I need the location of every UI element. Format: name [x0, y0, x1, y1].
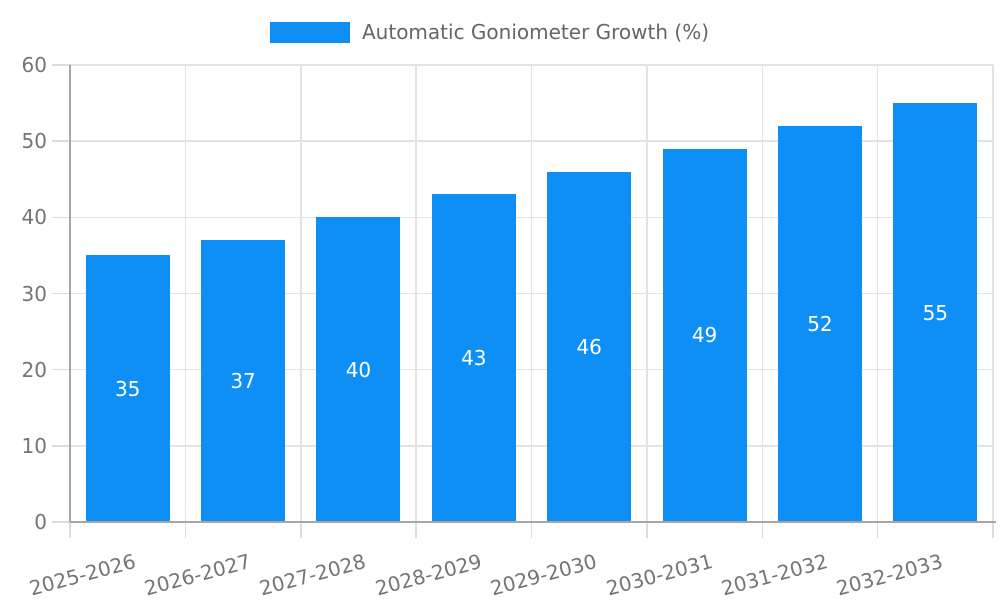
- bar-value-label: 52: [807, 311, 833, 336]
- y-axis-tick: [52, 216, 70, 219]
- gridline-vertical: [646, 65, 648, 522]
- bar-value-label: 55: [922, 300, 949, 325]
- y-tick-label: 20: [21, 357, 47, 382]
- gridline-vertical: [300, 65, 302, 522]
- bar-value-label: 37: [230, 369, 256, 394]
- bar-value-label: 43: [461, 346, 487, 371]
- x-axis-tick: [646, 522, 648, 538]
- x-axis-tick: [184, 522, 187, 538]
- gridline-vertical: [184, 65, 187, 522]
- y-tick-label: 40: [21, 205, 47, 230]
- x-axis-tick: [530, 522, 533, 538]
- gridline-vertical: [530, 65, 533, 522]
- y-tick-label: 60: [21, 53, 47, 77]
- bar: [85, 255, 170, 522]
- bar: [316, 217, 401, 522]
- bar: [777, 125, 862, 522]
- y-axis-tick: [52, 292, 70, 295]
- chart-legend[interactable]: Automatic Goniometer Growth (%): [270, 20, 709, 44]
- bar: [547, 171, 632, 522]
- y-axis-tick: [52, 140, 70, 142]
- y-axis-tick: [52, 521, 70, 523]
- y-tick-label: 30: [21, 281, 47, 306]
- y-axis-tick: [52, 445, 70, 447]
- bar-value-label: 49: [691, 323, 718, 348]
- bar-value-label: 46: [576, 334, 602, 359]
- y-tick-label: 0: [34, 510, 47, 534]
- bar: [431, 194, 516, 522]
- y-axis-line: [69, 65, 71, 522]
- x-axis-tick: [69, 522, 71, 538]
- gridline-vertical: [761, 65, 763, 522]
- legend-label: Automatic Goniometer Growth (%): [362, 20, 710, 44]
- x-axis-tick: [761, 522, 763, 538]
- y-tick-label: 10: [21, 433, 47, 458]
- x-axis-tick: [415, 522, 417, 538]
- gridline-vertical: [415, 65, 417, 522]
- legend-swatch: [270, 21, 350, 43]
- bar: [201, 240, 286, 522]
- y-tick-label: 50: [21, 129, 47, 154]
- x-axis-tick: [300, 522, 302, 538]
- x-axis-line: [70, 521, 996, 523]
- y-axis-tick: [52, 64, 70, 66]
- bar-value-label: 40: [345, 357, 372, 382]
- gridline-vertical: [992, 65, 994, 522]
- x-axis-tick: [876, 522, 879, 538]
- y-axis-tick: [52, 368, 70, 371]
- x-axis-tick: [992, 522, 994, 538]
- gridline-vertical: [876, 65, 879, 522]
- bar: [893, 103, 978, 522]
- bar: [662, 148, 747, 522]
- bar-value-label: 35: [114, 376, 141, 401]
